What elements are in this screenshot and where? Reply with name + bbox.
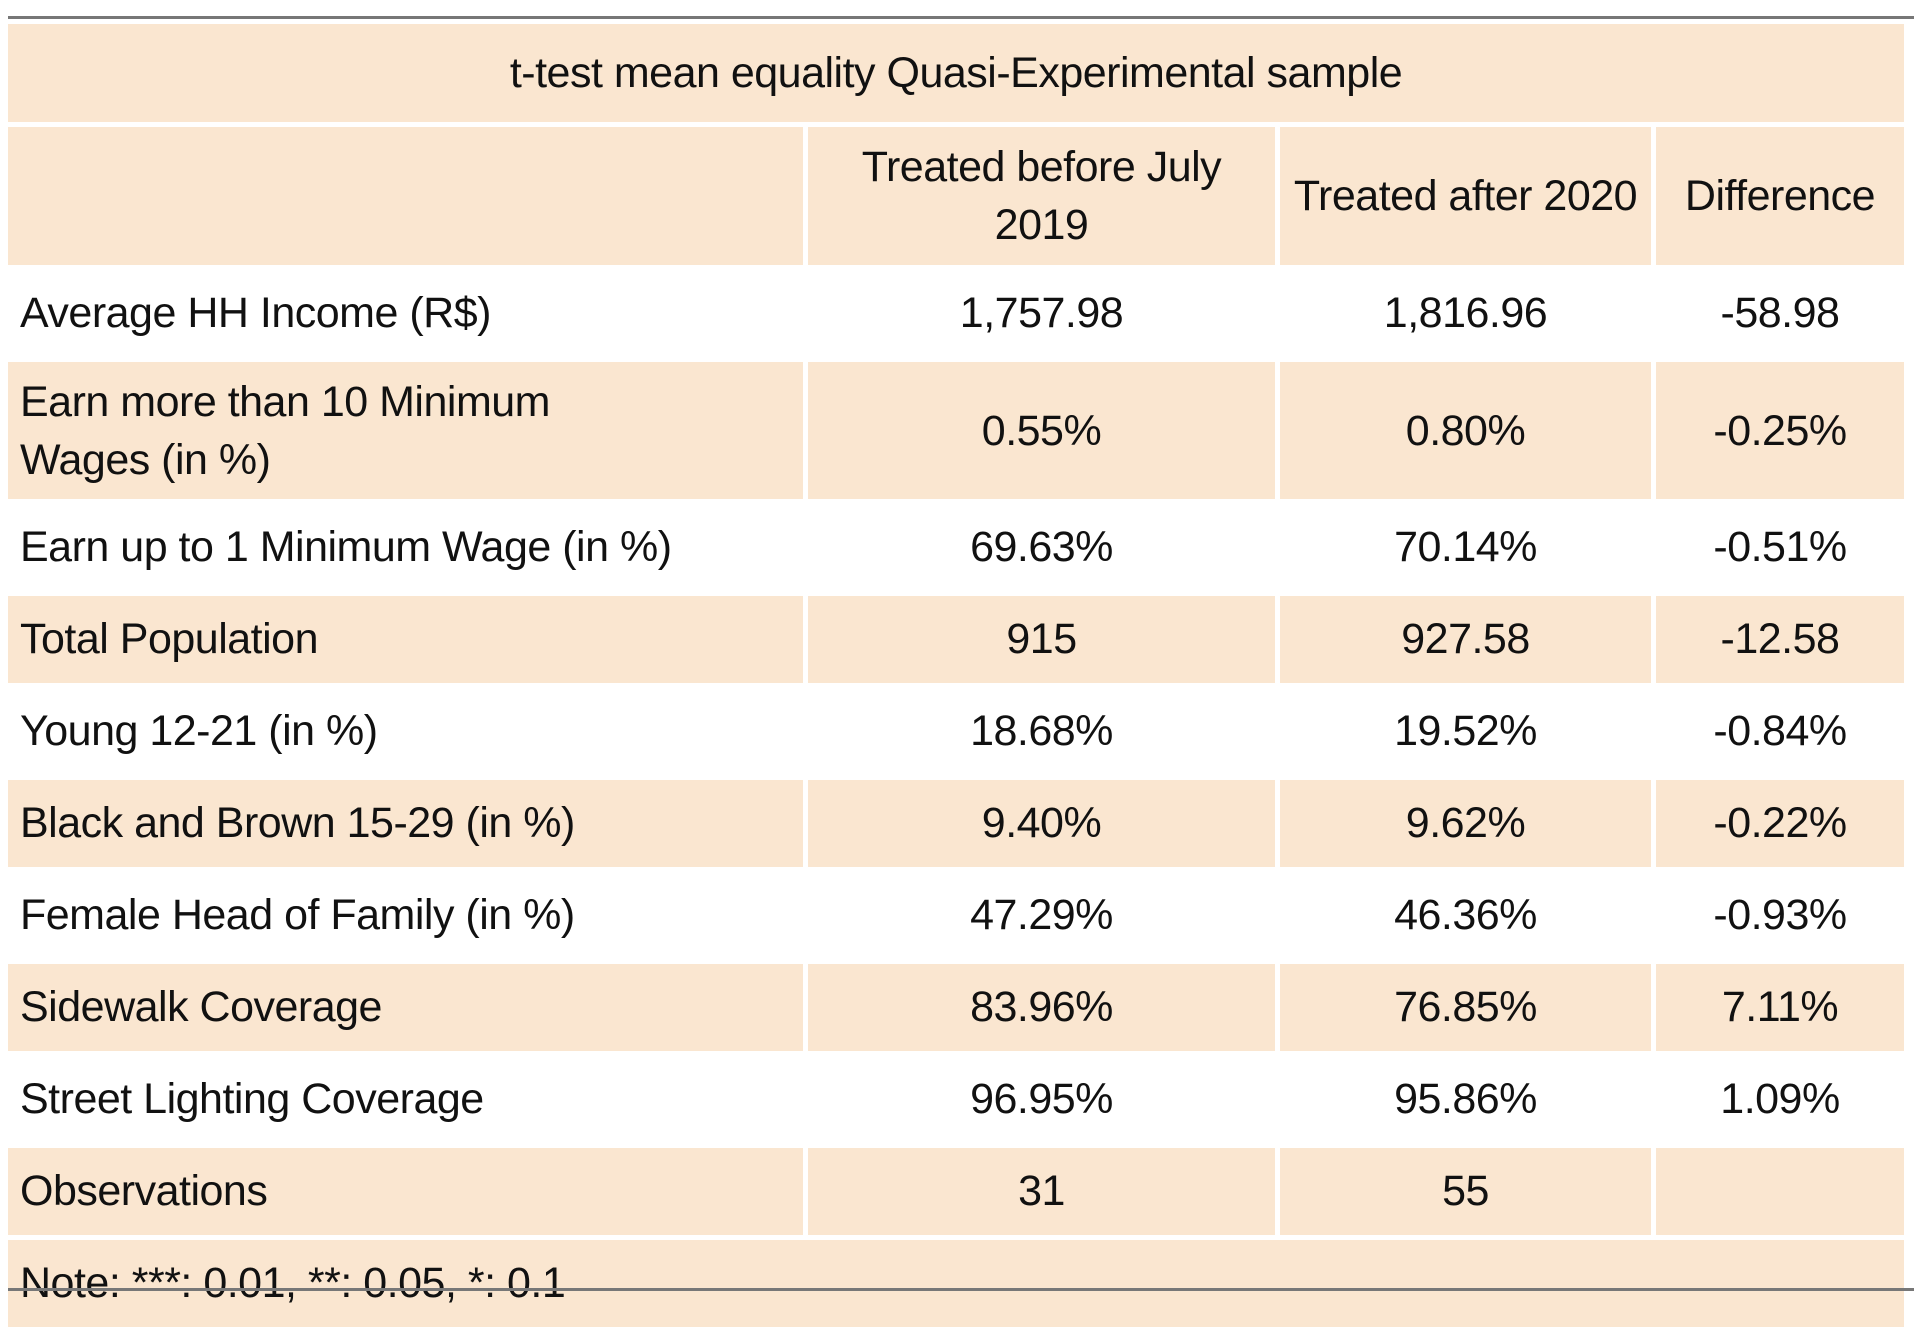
table-row: Black and Brown 15-29 (in %) 9.40% 9.62%… — [8, 780, 1904, 867]
table-row: Street Lighting Coverage 96.95% 95.86% 1… — [8, 1056, 1904, 1143]
table-row: Total Population 915 927.58 -12.58 — [8, 596, 1904, 683]
value-before: 915 — [808, 596, 1275, 683]
value-before: 18.68% — [808, 688, 1275, 775]
table-row: Earn up to 1 Minimum Wage (in %) 69.63% … — [8, 504, 1904, 591]
table-note: Note: ***: 0.01, **: 0.05, *: 0.1 — [8, 1240, 1904, 1327]
value-difference: -0.22% — [1656, 780, 1904, 867]
value-difference: -0.84% — [1656, 688, 1904, 775]
row-label: Earn up to 1 Minimum Wage (in %) — [8, 504, 803, 591]
header-after: Treated after 2020 — [1280, 127, 1651, 265]
value-before: 1,757.98 — [808, 270, 1275, 357]
value-after: 55 — [1280, 1148, 1651, 1235]
value-before: 9.40% — [808, 780, 1275, 867]
value-after: 1,816.96 — [1280, 270, 1651, 357]
header-before: Treated before July 2019 — [808, 127, 1275, 265]
value-after: 76.85% — [1280, 964, 1651, 1051]
row-label: Female Head of Family (in %) — [8, 872, 803, 959]
title-row: t-test mean equality Quasi-Experimental … — [8, 24, 1904, 122]
value-difference: -0.25% — [1656, 362, 1904, 499]
table-row: Female Head of Family (in %) 47.29% 46.3… — [8, 872, 1904, 959]
row-label: Sidewalk Coverage — [8, 964, 803, 1051]
value-difference: -0.93% — [1656, 872, 1904, 959]
row-label: Black and Brown 15-29 (in %) — [8, 780, 803, 867]
value-after: 70.14% — [1280, 504, 1651, 591]
bottom-rule — [8, 1288, 1914, 1291]
value-before: 31 — [808, 1148, 1275, 1235]
value-after: 9.62% — [1280, 780, 1651, 867]
value-difference — [1656, 1148, 1904, 1235]
value-before: 0.55% — [808, 362, 1275, 499]
value-after: 0.80% — [1280, 362, 1651, 499]
row-label: Young 12-21 (in %) — [8, 688, 803, 775]
header-label — [8, 127, 803, 265]
value-difference: 7.11% — [1656, 964, 1904, 1051]
table-row: Sidewalk Coverage 83.96% 76.85% 7.11% — [8, 964, 1904, 1051]
row-label: Total Population — [8, 596, 803, 683]
value-before: 96.95% — [808, 1056, 1275, 1143]
value-after: 19.52% — [1280, 688, 1651, 775]
table-row: Average HH Income (R$) 1,757.98 1,816.96… — [8, 270, 1904, 357]
value-before: 83.96% — [808, 964, 1275, 1051]
header-difference: Difference — [1656, 127, 1904, 265]
table-row: Young 12-21 (in %) 18.68% 19.52% -0.84% — [8, 688, 1904, 775]
value-difference: -12.58 — [1656, 596, 1904, 683]
row-label: Average HH Income (R$) — [8, 270, 803, 357]
value-difference: -58.98 — [1656, 270, 1904, 357]
table-row: Observations 31 55 — [8, 1148, 1904, 1235]
row-label-text: Earn more than 10 Minimum Wages (in %) — [20, 377, 551, 484]
row-label: Observations — [8, 1148, 803, 1235]
table-row: Earn more than 10 Minimum Wages (in %) 0… — [8, 362, 1904, 499]
value-before: 47.29% — [808, 872, 1275, 959]
value-before: 69.63% — [808, 504, 1275, 591]
row-label: Earn more than 10 Minimum Wages (in %) — [8, 362, 803, 499]
header-row: Treated before July 2019 Treated after 2… — [8, 127, 1904, 265]
top-rule — [8, 16, 1914, 19]
value-after: 46.36% — [1280, 872, 1651, 959]
value-difference: 1.09% — [1656, 1056, 1904, 1143]
note-row: Note: ***: 0.01, **: 0.05, *: 0.1 — [8, 1240, 1904, 1327]
table-title: t-test mean equality Quasi-Experimental … — [8, 24, 1904, 122]
row-label: Street Lighting Coverage — [8, 1056, 803, 1143]
value-difference: -0.51% — [1656, 504, 1904, 591]
t-test-table: t-test mean equality Quasi-Experimental … — [3, 19, 1909, 1332]
value-after: 927.58 — [1280, 596, 1651, 683]
value-after: 95.86% — [1280, 1056, 1651, 1143]
